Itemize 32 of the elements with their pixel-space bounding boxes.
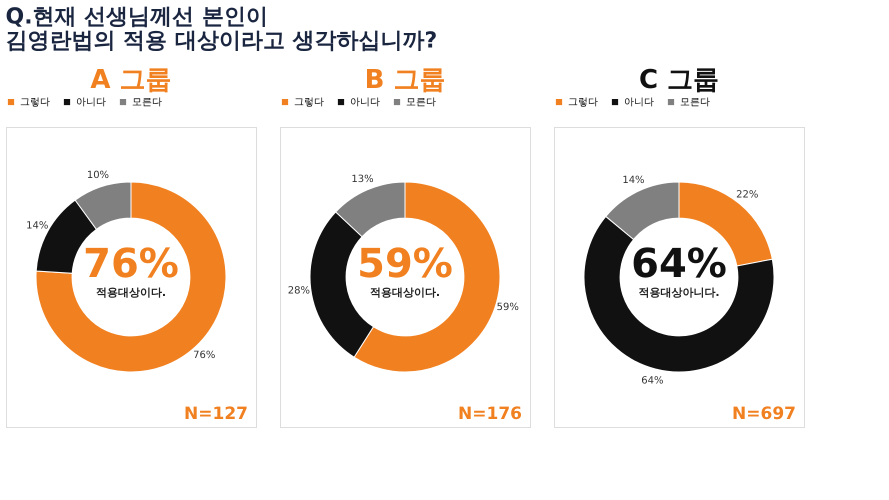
- chart-title: A 그룹: [90, 65, 172, 95]
- text: 64%: [631, 241, 727, 287]
- legend-label: 그렇다: [568, 97, 598, 108]
- text: 적용대상이다.: [96, 286, 166, 299]
- text: N=176: [458, 404, 522, 424]
- data-label: 14%: [26, 220, 48, 232]
- legend-label: 그렇다: [20, 97, 50, 108]
- data-label: 13%: [351, 174, 374, 185]
- legend-label: 모른다: [680, 97, 710, 108]
- text: Q.현재 선생님께선 본인이: [6, 4, 268, 30]
- legend-label: 그렇다: [294, 97, 324, 108]
- data-label: 10%: [86, 170, 110, 182]
- legend-label: 아니다: [350, 97, 380, 108]
- data-label: 76%: [193, 350, 216, 361]
- text: 59%: [357, 241, 453, 287]
- chart-title: C 그룹: [638, 65, 720, 95]
- legend-label: 아니다: [624, 97, 654, 108]
- data-label: 59%: [496, 302, 519, 313]
- legend-label: 아니다: [76, 97, 106, 108]
- text: 76%: [83, 241, 179, 287]
- legend-label: 모른다: [132, 97, 162, 108]
- text: 김영란법의 적용 대상이라고 생각하십니까?: [6, 28, 438, 54]
- data-label: 28%: [288, 285, 310, 296]
- text: 적용대상이다.: [370, 286, 440, 299]
- data-label: 64%: [641, 376, 664, 387]
- text: N=127: [184, 404, 248, 424]
- data-label: 14%: [622, 175, 645, 186]
- text: 적용대상아니다.: [638, 286, 720, 299]
- legend-label: 모른다: [406, 97, 436, 108]
- data-label: 22%: [736, 190, 758, 201]
- text: N=697: [732, 404, 796, 424]
- chart-title: B 그룹: [364, 65, 446, 95]
